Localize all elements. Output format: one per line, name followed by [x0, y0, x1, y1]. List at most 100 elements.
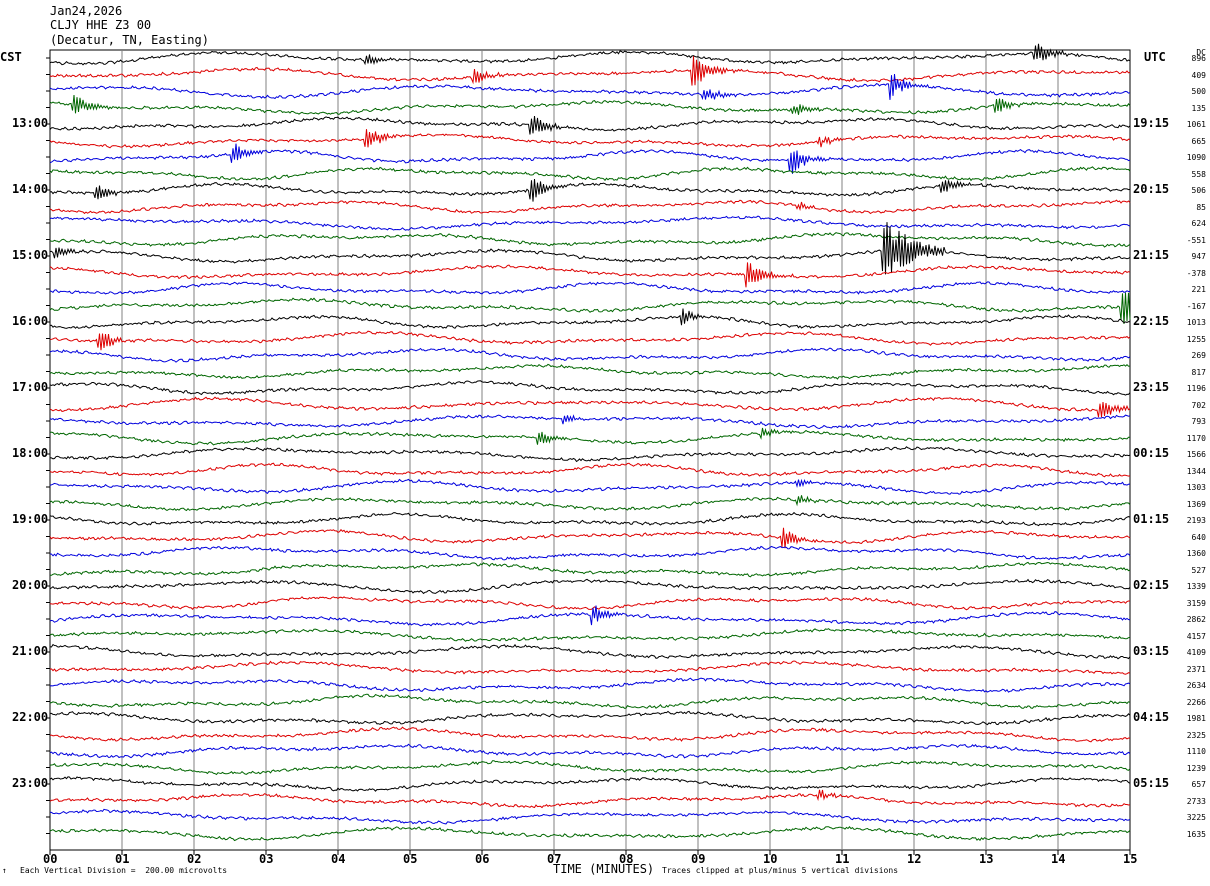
dc-offset-label: 624: [1191, 219, 1206, 228]
x-tick-label: 09: [691, 852, 706, 866]
trace-line: [49, 199, 1131, 215]
dc-offset-label: 500: [1191, 87, 1206, 96]
utc-hour-label: 04:15: [1133, 710, 1170, 724]
scale-note: Each Vertical Division = 200.00 microvol…: [20, 866, 228, 875]
dc-offset-label: 1635: [1186, 829, 1206, 839]
dc-offset-label: 1369: [1186, 499, 1206, 509]
cst-hour-label: 14:00: [12, 182, 49, 196]
dc-offset-label: 1110: [1186, 747, 1206, 756]
trace-line: [50, 710, 1131, 726]
trace-line: [49, 545, 1131, 561]
dc-offset-label: 817: [1191, 367, 1206, 377]
trace-line: [49, 43, 1131, 66]
dc-offset-label: 4109: [1186, 648, 1206, 657]
x-tick-label: 15: [1123, 852, 1138, 866]
dc-offset-label: 896: [1191, 54, 1206, 63]
x-tick-label: 01: [115, 852, 130, 866]
dc-offset-label: 409: [1191, 70, 1206, 80]
trace-line: [49, 462, 1131, 478]
trace-line: [49, 427, 1130, 446]
trace-line: [49, 308, 1131, 329]
cst-hour-label: 21:00: [12, 644, 49, 658]
trace-line: [49, 478, 1131, 495]
trace-line: [49, 511, 1131, 527]
dc-offset-label: 4157: [1186, 631, 1206, 641]
dc-offset-label: 2371: [1186, 664, 1206, 674]
cst-hour-label: 13:00: [12, 116, 49, 130]
cst-hour-label: 19:00: [12, 512, 49, 526]
cst-hour-label: 23:00: [12, 776, 49, 790]
dc-offset-label: 1303: [1186, 483, 1206, 492]
utc-hour-label: 19:15: [1133, 116, 1170, 130]
x-tick-label: 07: [547, 852, 562, 866]
trace-line: [49, 660, 1131, 675]
dc-offset-label: 1981: [1186, 714, 1206, 723]
trace-line: [49, 396, 1131, 418]
x-tick-label: 08: [619, 852, 634, 866]
trace-line: [49, 527, 1131, 549]
trace-line: [49, 347, 1131, 363]
trace-line: [49, 116, 1131, 135]
utc-hour-label: 05:15: [1133, 776, 1170, 790]
trace-line: [49, 776, 1131, 792]
dc-offset-label: -378: [1186, 268, 1206, 278]
trace-line: [49, 143, 1131, 174]
trace-line: [49, 760, 1131, 776]
dc-offset-label: 506: [1191, 186, 1206, 195]
cst-hour-label: 18:00: [12, 446, 49, 460]
dc-header-label: DC: [1196, 48, 1206, 57]
trace-line: [49, 643, 1131, 660]
trace-line: [49, 129, 1131, 149]
cst-hour-label: 15:00: [12, 248, 49, 262]
dc-offset-label: 1170: [1186, 433, 1206, 443]
utc-zone-label: UTC: [1144, 50, 1166, 64]
dc-offset-label: 1360: [1186, 549, 1206, 558]
x-tick-label: 06: [475, 852, 490, 866]
x-tick-label: 14: [1051, 852, 1066, 866]
x-tick-label: 05: [403, 852, 418, 866]
utc-hour-label: 20:15: [1133, 182, 1170, 196]
dc-offset-label: 2325: [1186, 730, 1206, 740]
utc-hour-label: 22:15: [1133, 314, 1170, 328]
trace-line: [49, 281, 1130, 295]
dc-offset-label: 1339: [1186, 582, 1206, 591]
trace-line: [49, 826, 1131, 842]
dc-offset-label: 2634: [1186, 681, 1206, 690]
trace-line: [49, 363, 1131, 380]
trace-line: [49, 56, 1131, 86]
dc-offset-label: 1061: [1186, 120, 1206, 129]
trace-line: [49, 726, 1131, 743]
utc-hour-label: 01:15: [1133, 512, 1170, 526]
dc-offset-label: 702: [1191, 400, 1206, 410]
dc-offset-label: 3225: [1186, 813, 1206, 822]
trace-line: [49, 414, 1131, 430]
trace-line: [49, 292, 1131, 325]
cst-hour-label: 20:00: [12, 578, 49, 592]
plot-frame: [49, 49, 1131, 851]
x-tick-label: 11: [835, 852, 850, 866]
trace-line: [49, 789, 1131, 809]
trace-line: [49, 380, 1131, 396]
utc-hour-label: 02:15: [1133, 578, 1170, 592]
trace-line: [49, 330, 1131, 351]
dc-offset-label: 527: [1191, 565, 1206, 575]
x-axis-title: TIME (MINUTES): [553, 862, 655, 876]
cst-hour-label: 16:00: [12, 314, 49, 328]
trace-line: [49, 578, 1131, 595]
location-label: (Decatur, TN, Easting): [50, 33, 209, 47]
x-tick-label: 13: [979, 852, 994, 866]
dc-offset-label: 558: [1191, 169, 1206, 179]
trace-line: [49, 178, 1131, 202]
trace-line: [49, 232, 1131, 248]
dc-offset-label: -167: [1186, 301, 1206, 311]
dc-offset-label: 1013: [1186, 318, 1206, 327]
dc-offset-label: 1196: [1186, 384, 1206, 393]
utc-hour-label: 23:15: [1133, 380, 1170, 394]
cst-hour-label: 22:00: [12, 710, 49, 724]
trace-line: [49, 628, 1131, 642]
utc-hour-label: 03:15: [1133, 644, 1170, 658]
dc-offset-label: 1090: [1186, 153, 1206, 162]
x-tick-label: 02: [187, 852, 202, 866]
trace-line: [49, 446, 1131, 463]
trace-line: [49, 677, 1131, 693]
